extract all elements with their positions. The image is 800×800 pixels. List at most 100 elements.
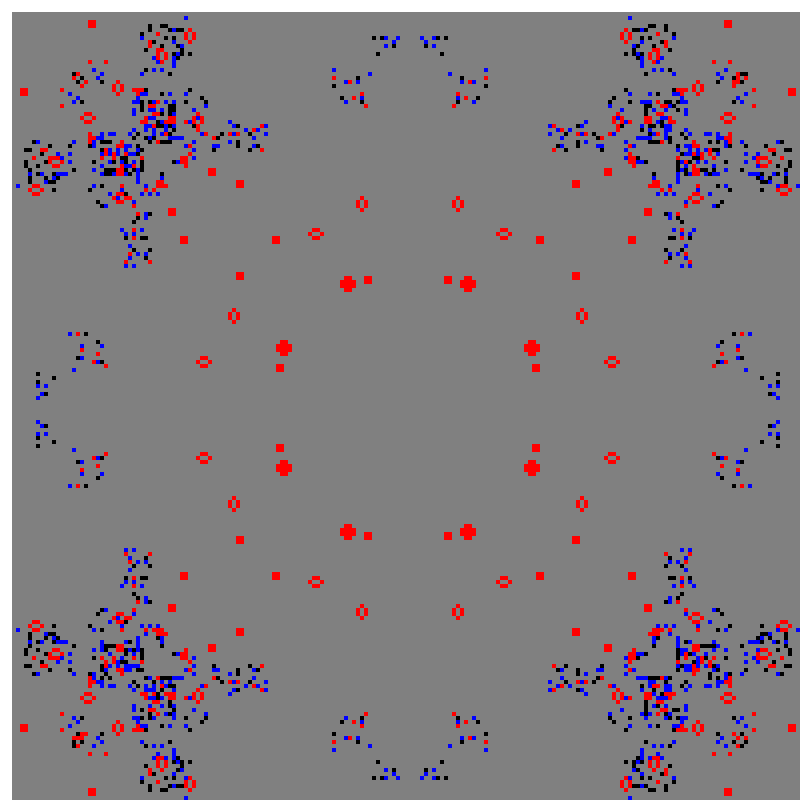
cell bbox=[140, 32, 144, 36]
cell bbox=[352, 532, 356, 536]
cell bbox=[612, 96, 616, 100]
cell bbox=[132, 220, 136, 224]
cell bbox=[540, 240, 544, 244]
cell bbox=[32, 628, 36, 632]
cell bbox=[168, 704, 172, 708]
cell bbox=[248, 132, 252, 136]
cell bbox=[576, 140, 580, 144]
cell bbox=[472, 280, 476, 284]
cell bbox=[656, 192, 660, 196]
cell bbox=[140, 648, 144, 652]
cell bbox=[688, 148, 692, 152]
cell bbox=[100, 648, 104, 652]
cell bbox=[56, 660, 60, 664]
cell bbox=[160, 704, 164, 708]
cell bbox=[596, 144, 600, 148]
cell bbox=[776, 432, 780, 436]
cell bbox=[688, 616, 692, 620]
cell bbox=[68, 332, 72, 336]
cell bbox=[784, 644, 788, 648]
cell bbox=[312, 228, 316, 232]
cell bbox=[56, 172, 60, 176]
cell bbox=[712, 148, 716, 152]
cell bbox=[136, 724, 140, 728]
cell bbox=[704, 160, 708, 164]
cell bbox=[200, 116, 204, 120]
cell bbox=[712, 164, 716, 168]
cell bbox=[576, 272, 580, 276]
cell bbox=[532, 352, 536, 356]
cell bbox=[716, 668, 720, 672]
cell bbox=[104, 204, 108, 208]
cell bbox=[600, 144, 604, 148]
cell bbox=[76, 744, 80, 748]
cell bbox=[660, 696, 664, 700]
cell bbox=[740, 460, 744, 464]
cell bbox=[144, 724, 148, 728]
cell bbox=[692, 156, 696, 160]
cell bbox=[616, 112, 620, 116]
cell bbox=[352, 720, 356, 724]
cell bbox=[120, 668, 124, 672]
cell bbox=[52, 624, 56, 628]
cell bbox=[88, 140, 92, 144]
cell bbox=[84, 112, 88, 116]
cell bbox=[676, 644, 680, 648]
cell bbox=[144, 216, 148, 220]
cell bbox=[136, 92, 140, 96]
cell bbox=[144, 184, 148, 188]
cell bbox=[664, 688, 668, 692]
cell bbox=[780, 620, 784, 624]
cell bbox=[656, 92, 660, 96]
cell bbox=[136, 148, 140, 152]
cell bbox=[472, 532, 476, 536]
cell bbox=[724, 68, 728, 72]
cell bbox=[128, 144, 132, 148]
cell bbox=[756, 176, 760, 180]
cell bbox=[88, 132, 92, 136]
cell bbox=[640, 772, 644, 776]
cell bbox=[420, 36, 424, 40]
cell bbox=[584, 680, 588, 684]
cell bbox=[396, 776, 400, 780]
cell bbox=[236, 672, 240, 676]
cell bbox=[756, 640, 760, 644]
cell bbox=[168, 136, 172, 140]
cell bbox=[352, 284, 356, 288]
cell bbox=[564, 664, 568, 668]
cell bbox=[160, 744, 164, 748]
cell bbox=[344, 716, 348, 720]
cell bbox=[656, 184, 660, 188]
cell bbox=[156, 764, 160, 768]
cell bbox=[320, 580, 324, 584]
cell bbox=[724, 788, 728, 792]
cell bbox=[44, 432, 48, 436]
cell bbox=[568, 128, 572, 132]
cell bbox=[92, 744, 96, 748]
cell bbox=[172, 52, 176, 56]
cell bbox=[124, 264, 128, 268]
cell bbox=[172, 760, 176, 764]
cell bbox=[584, 672, 588, 676]
cell bbox=[676, 660, 680, 664]
cell bbox=[452, 200, 456, 204]
cell bbox=[684, 688, 688, 692]
cell bbox=[152, 684, 156, 688]
cell bbox=[752, 656, 756, 660]
cell bbox=[96, 200, 100, 204]
cell bbox=[152, 772, 156, 776]
cell bbox=[668, 212, 672, 216]
cell bbox=[528, 344, 532, 348]
cell bbox=[164, 676, 168, 680]
cell bbox=[576, 180, 580, 184]
cell bbox=[156, 124, 160, 128]
cell bbox=[116, 620, 120, 624]
cell bbox=[116, 648, 120, 652]
cell bbox=[604, 644, 608, 648]
cell bbox=[632, 652, 636, 656]
cell bbox=[148, 124, 152, 128]
cell bbox=[132, 548, 136, 552]
cell bbox=[244, 128, 248, 132]
cell bbox=[364, 204, 368, 208]
cell bbox=[700, 660, 704, 664]
